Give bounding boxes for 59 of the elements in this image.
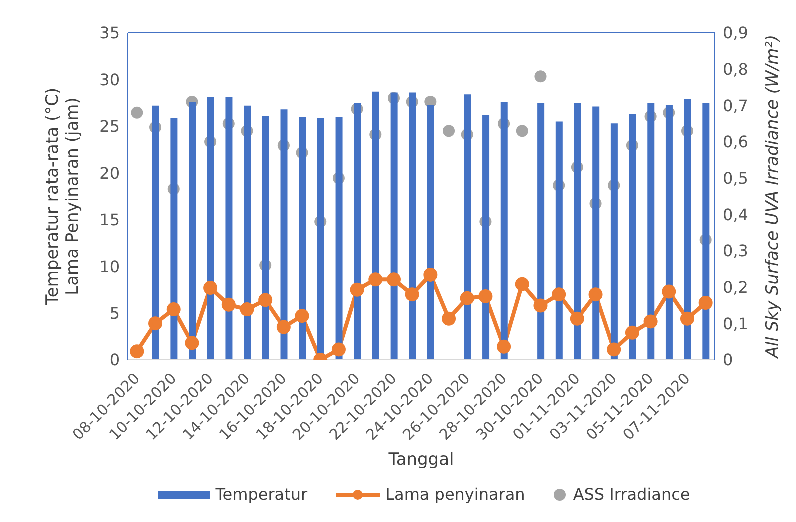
point: [130, 344, 144, 359]
y-tick-label: 10: [100, 257, 120, 276]
y2-tick-label: 0,6: [723, 132, 748, 152]
point: [204, 281, 218, 296]
point: [534, 298, 548, 313]
point: [515, 277, 530, 292]
point: [332, 342, 346, 357]
point: [570, 312, 584, 326]
point: [131, 106, 144, 119]
y2-tick-label: 0,7: [723, 96, 748, 116]
point: [386, 272, 401, 287]
y2-tick-label: 0,1: [723, 314, 748, 334]
y2-tick-label: 0,9: [723, 24, 748, 43]
point: [680, 312, 694, 326]
y2-tick-label: 0,5: [723, 169, 748, 188]
legend-label: ASS Irradiance: [573, 485, 690, 504]
y2-axis-title: All Sky Surface UVA Irradiance (W/m²): [763, 34, 783, 360]
point: [166, 302, 181, 317]
point: [497, 340, 512, 354]
point: [424, 268, 438, 282]
point: [240, 302, 254, 317]
y2-tick-label: 0,8: [723, 60, 748, 80]
point: [516, 125, 528, 138]
point: [350, 282, 364, 297]
legend-label: Temperatur: [216, 485, 308, 504]
point: [552, 288, 566, 302]
y-tick-label: 25: [100, 117, 120, 136]
y2-tick-label: 0,4: [723, 205, 748, 224]
point: [698, 296, 713, 310]
y2-tick-label: 0,3: [723, 242, 748, 261]
point: [534, 70, 547, 83]
point: [258, 293, 273, 308]
y-axis-title: Temperatur rata-rata (°C) Lama Penyinaran (jam): [43, 88, 83, 306]
point: [607, 342, 622, 357]
point: [222, 298, 236, 312]
point: [443, 125, 456, 138]
y2-tick-label: 0: [723, 350, 734, 370]
point: [460, 291, 474, 306]
y-tick-label: 35: [100, 24, 120, 43]
point: [478, 289, 493, 304]
point: [148, 316, 163, 331]
y-tick-label: 5: [110, 304, 120, 323]
point: [368, 272, 383, 287]
point: [588, 288, 603, 302]
y2-tick-label: 0,2: [723, 278, 748, 298]
point: [295, 309, 310, 324]
y-tick-label: 20: [100, 164, 120, 183]
point: [644, 314, 658, 329]
point: [625, 326, 640, 340]
y-tick-label: 0: [110, 350, 120, 370]
y-tick-label: 30: [100, 70, 120, 90]
point: [662, 284, 676, 299]
point: [185, 336, 200, 350]
point: [405, 288, 420, 302]
x-axis-title: Tanggal: [388, 450, 454, 470]
point: [276, 320, 291, 334]
legend-label: Lama penyinaran: [386, 485, 526, 504]
y-tick-label: 15: [100, 210, 120, 230]
point: [442, 312, 456, 326]
